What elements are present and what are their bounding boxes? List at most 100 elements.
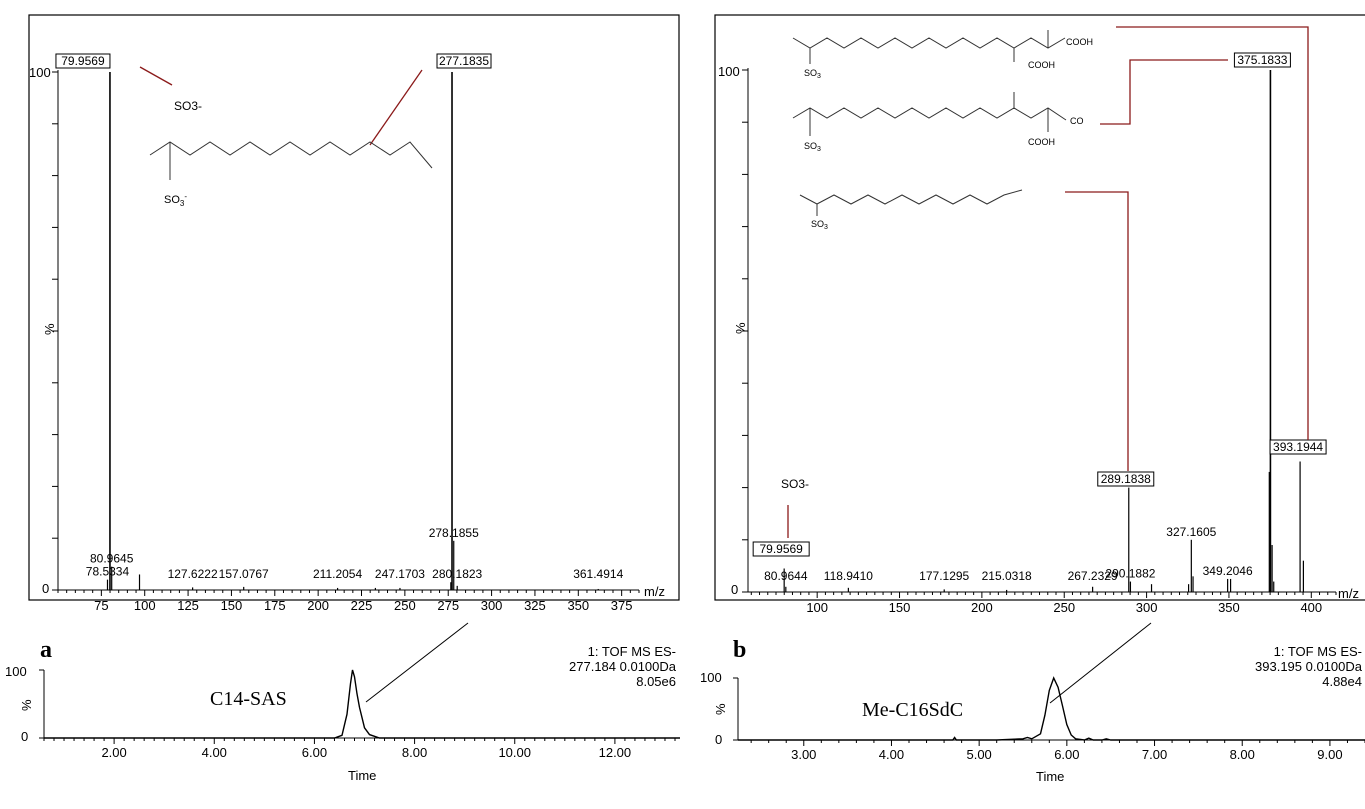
x-tick-label: 250 bbox=[1053, 600, 1075, 615]
svg-text:COOH: COOH bbox=[1066, 37, 1093, 47]
chrom-b-info-3: 4.88e4 bbox=[1322, 674, 1362, 689]
chrom-a-axes: 2.00 4.00 6.00 8.00 10.00 12.00 bbox=[39, 669, 680, 760]
panel-b-molecule-1: SO3 COOH COOH bbox=[792, 30, 1093, 80]
svg-text:COOH: COOH bbox=[1028, 137, 1055, 147]
peak-label: 361.4914 bbox=[573, 567, 623, 581]
panel-a-letter: a bbox=[40, 637, 52, 663]
peak-label: 127.6222 bbox=[168, 567, 218, 581]
x-tick-label: 8.00 bbox=[1230, 747, 1255, 762]
chrom-a-ylabel: % bbox=[19, 699, 34, 711]
connector-375 bbox=[1100, 59, 1228, 125]
panel-a-molecule-c14-sas: SO3- bbox=[149, 69, 433, 208]
boxed-label-frame bbox=[1269, 439, 1327, 455]
peak-label: 215.0318 bbox=[982, 569, 1032, 583]
boxed-peak-label: 393.1944 bbox=[1273, 440, 1323, 454]
x-tick-label: 75 bbox=[94, 598, 108, 613]
peak-label: 157.0767 bbox=[219, 567, 269, 581]
panel-b-frame bbox=[714, 14, 1365, 601]
chrom-b-trace bbox=[738, 676, 1365, 741]
panel-a-mass-spectrum: 100 0 % m/z 75 100 125 150 175 200 225 250 275 30… bbox=[28, 14, 680, 613]
svg-text:SO3: SO3 bbox=[811, 219, 828, 231]
peak-label: 290.1882 bbox=[1105, 567, 1155, 581]
panel-b-peak-labels: 80.9644 118.9410 177.1295 215.0318 267.23292… bbox=[752, 52, 1327, 583]
x-tick-label: 100 bbox=[134, 598, 156, 613]
x-tick-label: 9.00 bbox=[1317, 747, 1342, 762]
panel-a-ytick-0: 0 bbox=[42, 581, 49, 596]
chrom-a-info-1: 1: TOF MS ES- bbox=[588, 644, 676, 659]
boxed-peak-label: 289.1838 bbox=[1101, 472, 1151, 486]
boxed-label-frame bbox=[436, 53, 492, 69]
x-tick-label: 10.00 bbox=[498, 745, 531, 760]
chrom-a-ytick-100: 100 bbox=[5, 664, 27, 679]
peak-label: 78.5334 bbox=[86, 565, 130, 579]
chrom-a-trace bbox=[44, 669, 680, 739]
chromatogram-trace bbox=[44, 669, 680, 739]
x-tick-label: 5.00 bbox=[966, 747, 991, 762]
peak-label: 211.2054 bbox=[313, 567, 362, 581]
panel-a-structure-so3: SO3- bbox=[139, 66, 202, 113]
x-tick-label: 12.00 bbox=[599, 745, 632, 760]
chrom-a-callout-line bbox=[365, 622, 469, 703]
peak-label: 118.9410 bbox=[824, 569, 873, 583]
chrom-a-compound: C14-SAS bbox=[210, 688, 287, 710]
x-tick-label: 100 bbox=[806, 600, 828, 615]
peak-label: 349.2046 bbox=[1203, 564, 1253, 578]
chrom-a-ytick-0: 0 bbox=[21, 729, 28, 744]
so3-label: SO3- bbox=[174, 99, 202, 113]
panel-a-axes: 75 100 125 150 175 200 225 250 275 300 325 350 375 bbox=[52, 70, 640, 613]
x-tick-label: 7.00 bbox=[1142, 747, 1167, 762]
x-tick-label: 200 bbox=[307, 598, 329, 613]
x-tick-label: 8.00 bbox=[402, 745, 427, 760]
panel-a-chromatogram: a 100 0 % Time C14-SAS 1: TOF MS ES- 277… bbox=[5, 622, 680, 783]
x-tick-label: 350 bbox=[567, 598, 589, 613]
svg-text:CO: CO bbox=[1070, 116, 1084, 126]
x-tick-label: 200 bbox=[971, 600, 993, 615]
svg-text:SO3: SO3 bbox=[804, 141, 821, 153]
x-tick-label: 375 bbox=[611, 598, 633, 613]
panel-a-frame bbox=[28, 14, 680, 601]
peak-label: 327.1605 bbox=[1166, 525, 1216, 539]
panel-a-peaks bbox=[106, 72, 599, 590]
peak-label: 267.2329 bbox=[1068, 569, 1118, 583]
x-tick-label: 4.00 bbox=[202, 745, 227, 760]
peak-label: 280.1823 bbox=[432, 567, 482, 581]
panel-b-mass-spectrum: 100 0 % m/z 100 150 200 250 300 350 400 80.964… bbox=[714, 14, 1365, 615]
x-tick-label: 6.00 bbox=[1054, 747, 1079, 762]
x-tick-label: 6.00 bbox=[302, 745, 327, 760]
chrom-a-xlabel: Time bbox=[348, 768, 376, 783]
chrom-b-ytick-0: 0 bbox=[715, 732, 722, 747]
x-tick-label: 275 bbox=[437, 598, 459, 613]
chrom-a-info-3: 8.05e6 bbox=[636, 674, 676, 689]
boxed-label-frame bbox=[752, 541, 810, 557]
chromatogram-trace bbox=[738, 676, 1365, 741]
x-tick-label: 4.00 bbox=[879, 747, 904, 762]
boxed-label-frame bbox=[1097, 471, 1155, 487]
chrom-b-callout-line bbox=[1049, 622, 1152, 704]
panel-a-x-unit: m/z bbox=[644, 584, 665, 599]
panel-a-ylabel: % bbox=[42, 323, 57, 335]
chrom-b-info-2: 393.195 0.0100Da bbox=[1255, 659, 1363, 674]
panel-b-ytick-100: 100 bbox=[718, 64, 740, 79]
panel-b-so3-label: SO3- bbox=[781, 477, 809, 491]
boxed-peak-label: 375.1833 bbox=[1237, 53, 1287, 67]
panel-b-ylabel: % bbox=[733, 322, 748, 334]
x-tick-label: 125 bbox=[177, 598, 199, 613]
boxed-peak-label: 79.9569 bbox=[61, 54, 105, 68]
x-tick-label: 400 bbox=[1300, 600, 1322, 615]
panel-b-peaks bbox=[783, 70, 1304, 592]
peak-label: 177.1295 bbox=[919, 569, 969, 583]
x-tick-label: 175 bbox=[264, 598, 286, 613]
panel-b-molecule-2: SO3 CO COOH bbox=[792, 92, 1084, 153]
connector-289 bbox=[1065, 191, 1129, 471]
x-tick-label: 350 bbox=[1218, 600, 1240, 615]
chrom-b-compound: Me-C16SdC bbox=[862, 699, 963, 721]
svg-text:SO3: SO3 bbox=[804, 68, 821, 80]
panel-b-molecule-3: SO3 bbox=[799, 189, 1023, 231]
x-tick-label: 3.00 bbox=[791, 747, 816, 762]
x-tick-label: 300 bbox=[481, 598, 503, 613]
x-tick-label: 150 bbox=[221, 598, 243, 613]
chrom-b-ylabel: % bbox=[713, 703, 728, 715]
boxed-peak-label: 277.1835 bbox=[439, 54, 489, 68]
